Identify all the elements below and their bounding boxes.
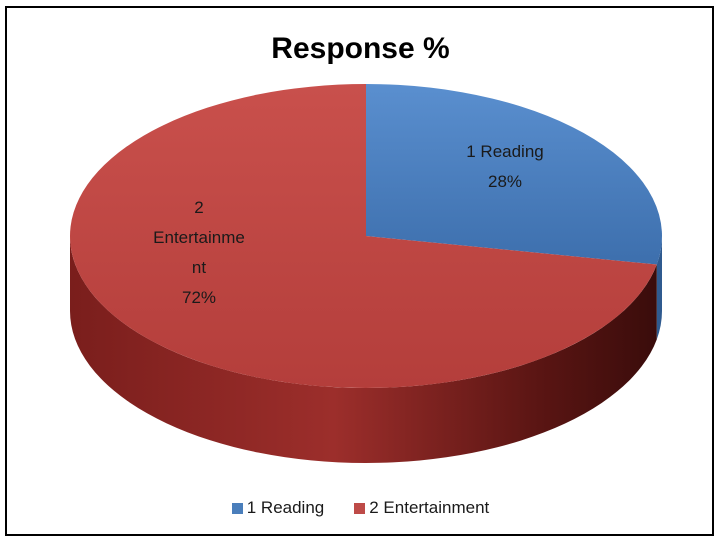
data-label-reading-line-0: 1 Reading xyxy=(466,142,544,161)
data-label-entertainment-line-2: nt xyxy=(192,258,206,277)
data-label-entertainment-line-0: 2 xyxy=(194,198,203,217)
legend-label-entertainment: 2 Entertainment xyxy=(369,498,490,517)
legend-swatch-reading xyxy=(231,502,243,514)
chart-title: Response % xyxy=(271,32,450,65)
pie-slice-entertainment xyxy=(69,84,657,389)
legend-swatch-entertainment xyxy=(354,502,366,514)
data-label-reading-line-1: 28% xyxy=(488,172,522,191)
pie-side-entertainment xyxy=(70,236,657,464)
legend: 1 Reading 2 Entertainment xyxy=(0,498,721,518)
pie-slice-reading xyxy=(366,84,662,265)
pie-side-reading xyxy=(656,236,662,340)
data-label-entertainment-line-1: Entertainme xyxy=(153,228,245,247)
legend-item-reading: 1 Reading xyxy=(231,498,325,518)
legend-item-entertainment: 2 Entertainment xyxy=(354,498,489,518)
legend-label-reading: 1 Reading xyxy=(246,498,325,517)
data-label-entertainment-line-3: 72% xyxy=(182,288,216,307)
